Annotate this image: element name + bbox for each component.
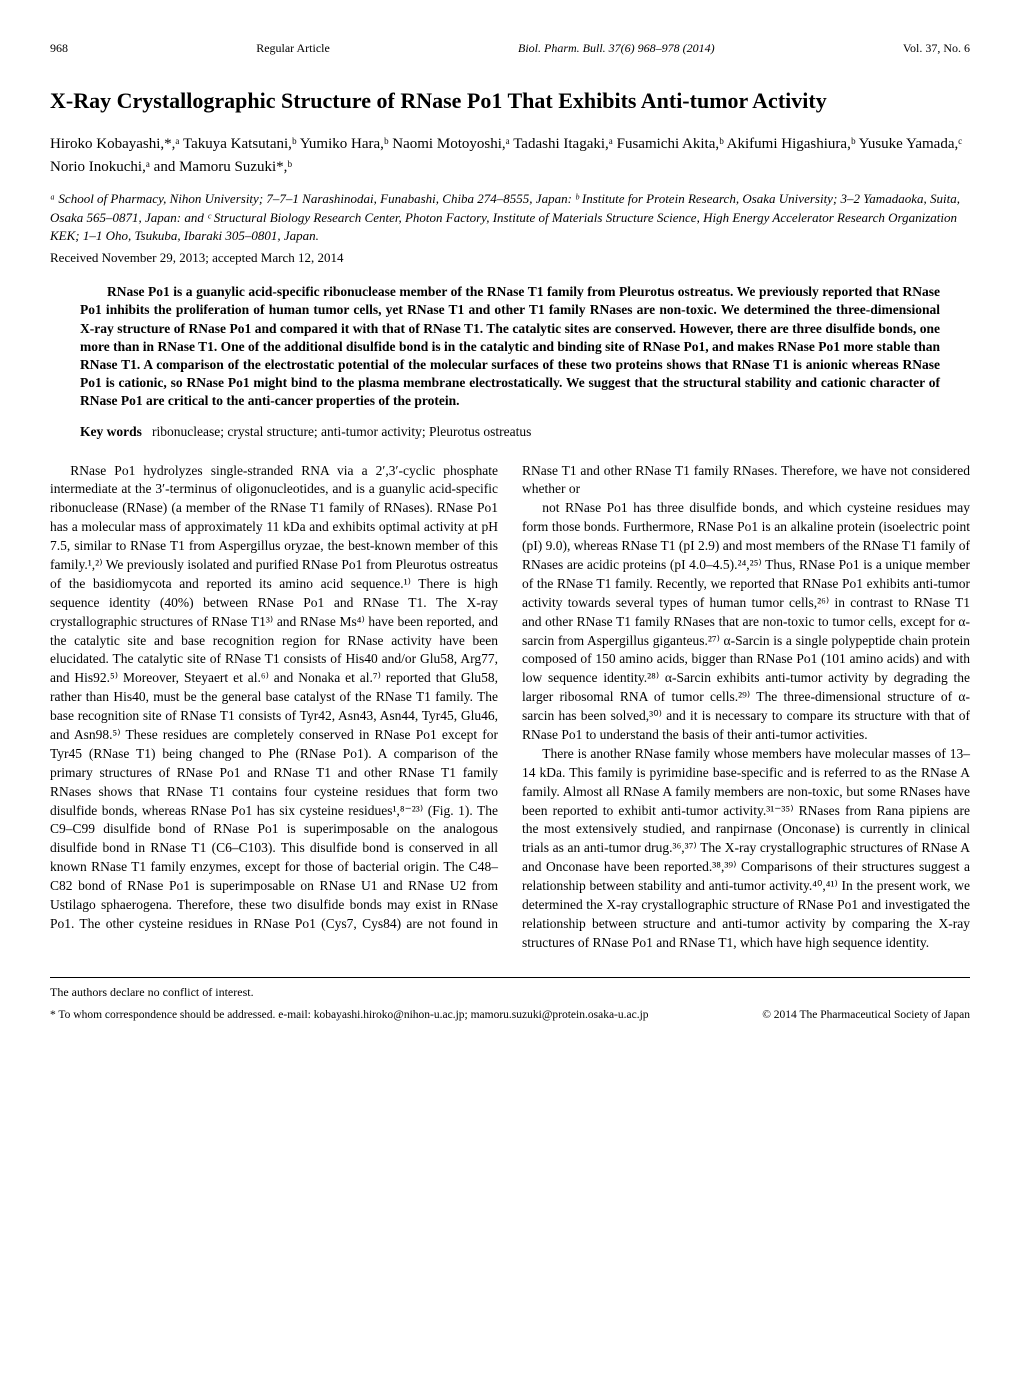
author-list: Hiroko Kobayashi,*,ᵃ Takuya Katsutani,ᵇ …	[50, 133, 970, 178]
footer-conflict: The authors declare no conflict of inter…	[50, 977, 970, 1001]
body-columns: RNase Po1 hydrolyzes single-stranded RNA…	[50, 462, 970, 953]
abstract: RNase Po1 is a guanylic acid-specific ri…	[80, 283, 940, 411]
keywords-line: Key words ribonuclease; crystal structur…	[80, 423, 940, 442]
article-title: X-Ray Crystallographic Structure of RNas…	[50, 87, 970, 116]
affiliations: ᵃ School of Pharmacy, Nihon University; …	[50, 190, 970, 245]
copyright-text: © 2014 The Pharmaceutical Society of Jap…	[762, 1007, 970, 1023]
body-paragraph-2: not RNase Po1 has three disulfide bonds,…	[522, 499, 970, 745]
received-accepted-dates: Received November 29, 2013; accepted Mar…	[50, 249, 970, 267]
keywords-text: ribonuclease; crystal structure; anti-tu…	[152, 424, 531, 439]
keywords-label: Key words	[80, 424, 142, 439]
journal-reference: Biol. Pharm. Bull. 37(6) 968–978 (2014)	[518, 40, 715, 57]
footer-correspondence-row: * To whom correspondence should be addre…	[50, 1007, 970, 1023]
page-number-left: 968	[50, 40, 68, 57]
article-type: Regular Article	[256, 40, 330, 57]
correspondence-text: * To whom correspondence should be addre…	[50, 1007, 649, 1023]
volume-label: Vol. 37, No. 6	[903, 40, 970, 57]
running-header: 968 Regular Article Biol. Pharm. Bull. 3…	[50, 40, 970, 57]
body-paragraph-3: There is another RNase family whose memb…	[522, 745, 970, 953]
